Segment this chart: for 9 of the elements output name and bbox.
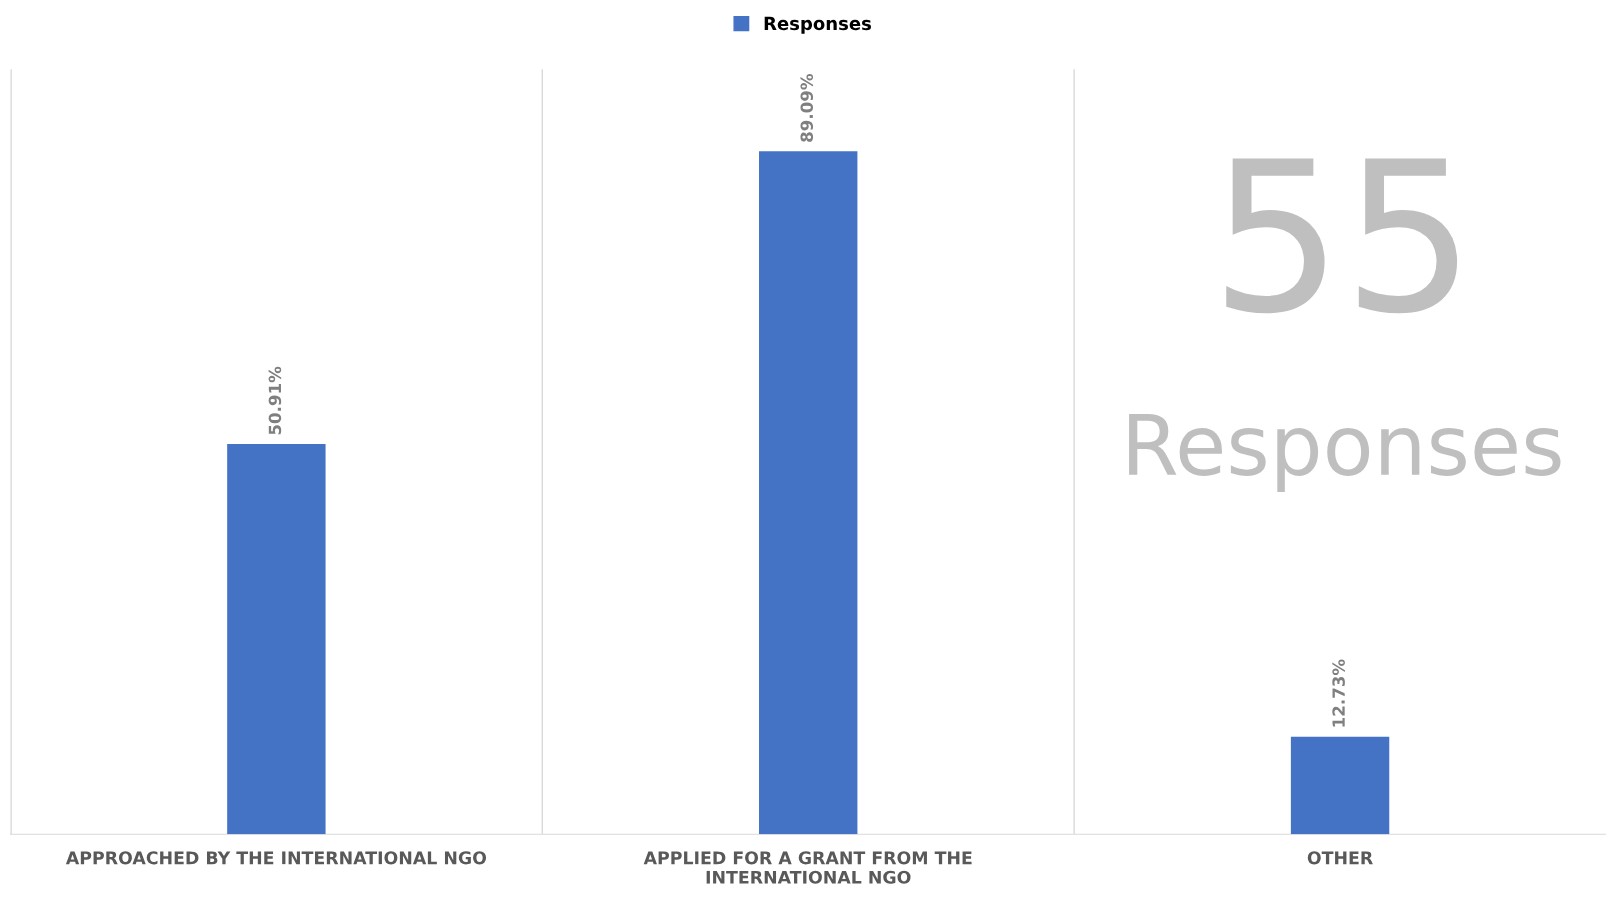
legend-label: Responses (764, 16, 871, 34)
x-tick-label: APPROACHED BY THE INTERNATIONAL NGO (65, 851, 487, 865)
data-label: 12.73% (1332, 659, 1345, 727)
data-label: 50.91% (268, 366, 282, 435)
annotation: 55 (1226, 158, 1458, 314)
x-tick-label: OTHER (1307, 851, 1373, 865)
data-label: 89.09% (800, 73, 814, 142)
annotation: Responses (1129, 413, 1561, 493)
x-tick-label: APPLIED FOR A GRANT FROM THE INTERNATIONAL NGO (643, 851, 972, 884)
